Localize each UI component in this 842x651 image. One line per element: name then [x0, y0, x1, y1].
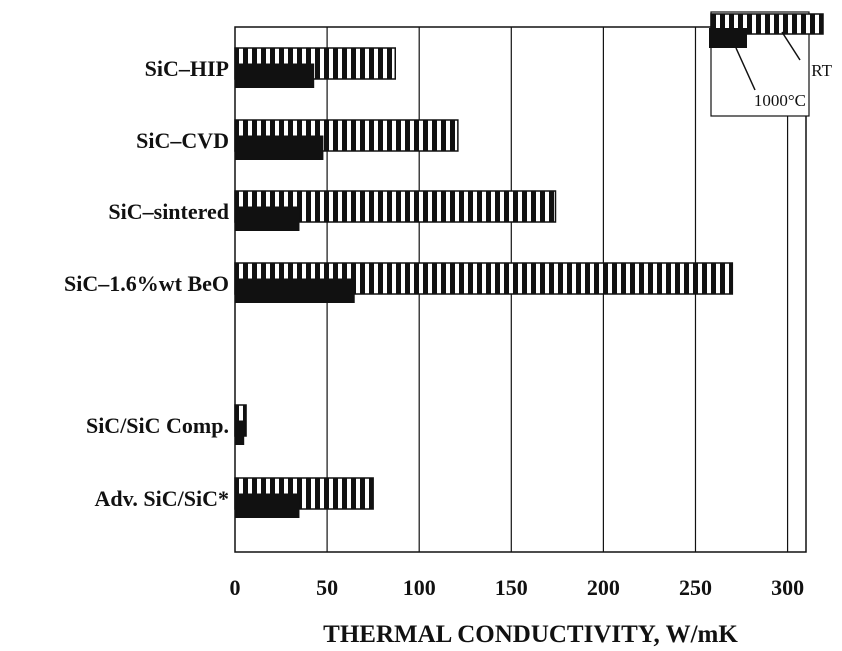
bar-1000c	[235, 135, 324, 160]
legend-label-rt: RT	[811, 61, 832, 80]
bar-1000c	[235, 63, 315, 88]
category-label: SiC–CVD	[136, 128, 229, 153]
category-label: SiC–1.6%wt BeO	[64, 271, 229, 296]
legend-label-1000c: 1000°C	[754, 91, 806, 110]
x-tick-label: 0	[230, 575, 241, 600]
x-tick-label: 50	[316, 575, 338, 600]
category-label: SiC–HIP	[145, 56, 229, 81]
series-1000c-bars	[235, 63, 355, 518]
legend-leader-rt	[781, 31, 801, 61]
x-axis-title: THERMAL CONDUCTIVITY, W/mK	[323, 621, 738, 648]
legend: RT 1000°C	[709, 11, 833, 117]
category-label: SiC–sintered	[108, 199, 229, 224]
category-label: Adv. SiC/SiC*	[95, 486, 230, 511]
x-tick-label: 300	[771, 575, 804, 600]
legend-leader-1000c	[735, 47, 756, 91]
category-labels: SiC–HIP SiC–CVD SiC–sintered SiC–1.6%wt BeO…	[64, 56, 229, 511]
category-label: SiC/SiC Comp.	[86, 413, 229, 438]
x-tick-label: 250	[679, 575, 712, 600]
bar-1000c	[235, 493, 300, 518]
legend-swatch-1000c	[709, 28, 747, 48]
x-tick-labels: 0 50 100 150 200 250 300	[230, 575, 805, 600]
x-tick-label: 100	[403, 575, 436, 600]
bar-1000c	[235, 420, 245, 445]
bar-1000c	[235, 278, 355, 303]
x-tick-label: 150	[495, 575, 528, 600]
bar-1000c	[235, 206, 300, 231]
x-tick-label: 200	[587, 575, 620, 600]
